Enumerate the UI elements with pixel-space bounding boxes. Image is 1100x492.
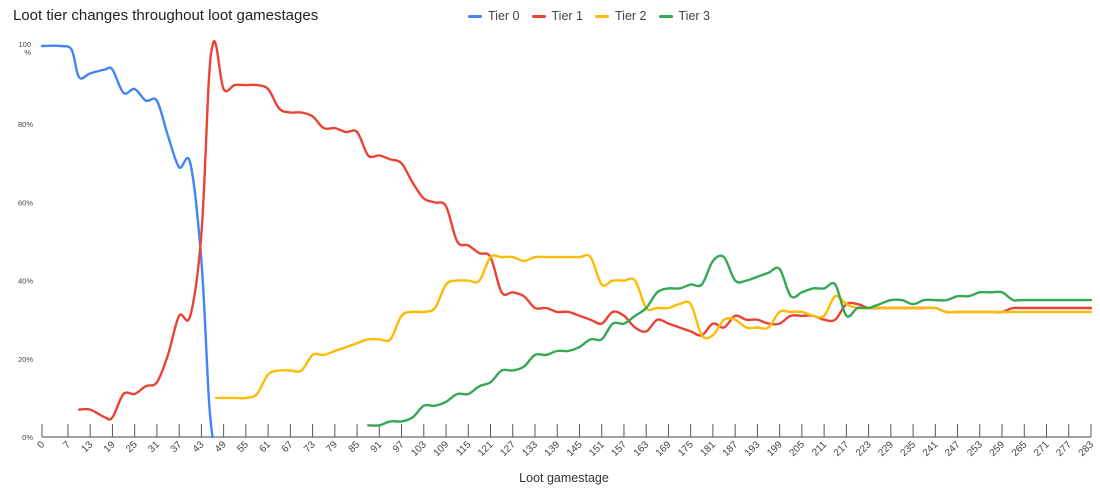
- x-tick-label: 181: [698, 439, 718, 459]
- x-tick-label: 259: [988, 439, 1008, 459]
- x-tick-label: 85: [347, 439, 363, 455]
- x-tick-label: 229: [876, 439, 896, 459]
- x-axis: 0 7 13 19 25 31 37 43 49 55 61 67 73 79 85 91 97 103 109 11…: [35, 424, 1096, 459]
- legend: Tier 0 Tier 1 Tier 2 Tier 3: [468, 9, 710, 23]
- x-tick-label: 133: [521, 439, 541, 459]
- x-tick-label: 97: [391, 439, 407, 455]
- x-tick-label: 13: [80, 439, 96, 455]
- y-axis: 0% 20% 40% 60% 80% 100%: [18, 40, 33, 442]
- series-line-tier-0: [40, 44, 214, 439]
- x-tick-label: 235: [899, 439, 919, 459]
- legend-label-tier-0: Tier 0: [488, 9, 520, 23]
- x-tick-label: 223: [854, 439, 874, 459]
- legend-item-tier-3[interactable]: Tier 3: [658, 9, 711, 23]
- y-tick-label: 100: [18, 40, 31, 49]
- y-tick-label: 0%: [22, 433, 33, 442]
- x-tick-label: 217: [832, 439, 852, 459]
- y-tick-label: 20%: [18, 355, 33, 364]
- x-tick-label: 157: [609, 439, 629, 459]
- x-tick-label: 145: [565, 439, 585, 459]
- x-tick-label: 205: [787, 439, 807, 459]
- x-tick-label: 277: [1054, 439, 1074, 459]
- x-tick-label: 91: [369, 439, 385, 455]
- x-tick-label: 127: [498, 439, 518, 459]
- series-line-tier-2: [215, 253, 1093, 400]
- x-tick-label: 109: [432, 439, 452, 459]
- legend-label-tier-2: Tier 2: [615, 9, 647, 23]
- x-tick-label: 31: [146, 439, 162, 455]
- x-tick-label: 55: [235, 439, 251, 455]
- legend-item-tier-2[interactable]: Tier 2: [595, 9, 647, 23]
- x-tick-label: 163: [632, 439, 652, 459]
- x-tick-label: 25: [124, 439, 140, 455]
- x-tick-label: 265: [1010, 439, 1030, 459]
- x-tick-label: 253: [965, 439, 985, 459]
- y-tick-label-unit: %: [24, 48, 31, 57]
- legend-swatch-tier-0: [468, 14, 482, 18]
- x-tick-label: 19: [102, 439, 118, 455]
- series-line-tier-3: [367, 254, 1093, 427]
- x-tick-label: 115: [454, 439, 473, 458]
- legend-label-tier-1: Tier 1: [551, 9, 584, 23]
- x-tick-label: 73: [302, 439, 318, 455]
- x-tick-label: 175: [676, 439, 696, 459]
- legend-item-tier-0[interactable]: Tier 0: [468, 9, 520, 23]
- x-axis-label: Loot gamestage: [519, 471, 609, 485]
- x-tick-label: 247: [943, 439, 963, 459]
- x-tick-label: 67: [280, 439, 296, 455]
- chart-title: Loot tier changes throughout loot gamest…: [13, 7, 319, 24]
- legend-swatch-tier-3: [658, 14, 673, 18]
- x-tick-label: 49: [213, 439, 229, 455]
- x-tick-label: 211: [810, 439, 829, 458]
- x-tick-label: 61: [258, 439, 274, 455]
- x-tick-label: 0: [35, 439, 47, 451]
- x-tick-label: 43: [191, 439, 207, 455]
- series-group: [40, 39, 1093, 439]
- x-tick-label: 79: [324, 439, 340, 455]
- x-tick-label: 283: [1077, 439, 1097, 459]
- x-tick-label: 37: [169, 439, 185, 455]
- x-tick-label: 103: [409, 439, 429, 459]
- x-tick-label: 199: [765, 439, 785, 459]
- legend-swatch-tier-1: [531, 14, 546, 18]
- y-tick-label: 60%: [18, 198, 33, 207]
- x-tick-label: 241: [921, 439, 941, 459]
- x-tick-label: 151: [587, 439, 607, 459]
- x-tick-label: 139: [543, 439, 563, 459]
- x-tick-label: 7: [61, 439, 73, 451]
- series-line-tier-1: [77, 39, 1093, 421]
- legend-label-tier-3: Tier 3: [678, 9, 711, 23]
- y-tick-label: 80%: [18, 120, 33, 129]
- y-tick-label: 40%: [18, 277, 33, 286]
- x-tick-label: 169: [654, 439, 674, 459]
- x-tick-label: 193: [743, 439, 763, 459]
- x-tick-label: 271: [1032, 439, 1052, 459]
- x-tick-label: 121: [476, 439, 496, 459]
- legend-swatch-tier-2: [595, 14, 609, 18]
- x-tick-label: 187: [721, 439, 741, 459]
- legend-item-tier-1[interactable]: Tier 1: [531, 9, 584, 23]
